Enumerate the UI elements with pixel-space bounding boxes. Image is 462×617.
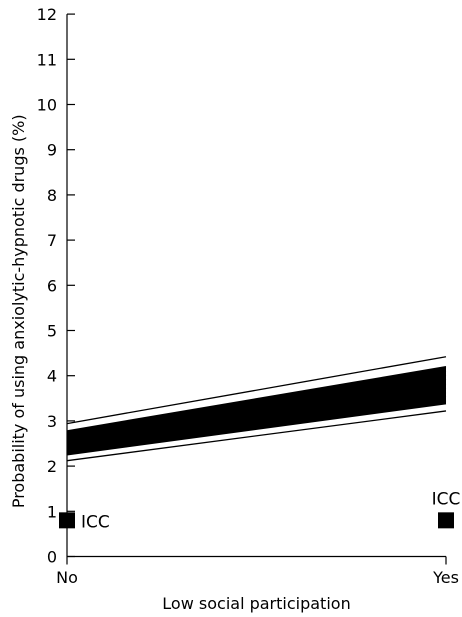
probability-line: [66, 356, 447, 425]
probability-line: [66, 378, 447, 438]
y-tick-label: 7: [47, 231, 57, 250]
probability-band: [67, 366, 446, 455]
y-tick-label: 2: [47, 457, 57, 476]
probability-band-fill: [67, 366, 446, 455]
icc-label: ICC: [81, 512, 110, 532]
probability-line: [66, 370, 447, 434]
probability-line: [66, 399, 447, 453]
y-tick-label: 12: [37, 5, 57, 24]
y-tick-label: 11: [37, 50, 57, 69]
probability-line: [66, 383, 447, 440]
y-axis-title: Probability of using anxiolytic-hypnotic…: [9, 114, 28, 508]
probability-line: [66, 374, 447, 436]
probability-line: [66, 366, 447, 432]
probability-line: [66, 387, 447, 442]
probability-line: [66, 391, 447, 446]
icc-markers: ICC ICC: [59, 489, 460, 532]
y-tick-label: 6: [47, 276, 57, 295]
x-axis: No Yes: [56, 555, 459, 587]
icc-label: ICC: [432, 489, 461, 509]
probability-line: [66, 395, 447, 449]
probability-lines: [66, 356, 447, 462]
x-axis-title: Low social participation: [162, 594, 350, 613]
y-tick-label: 4: [47, 367, 57, 386]
y-tick-label: 3: [47, 412, 57, 431]
probability-line: [66, 403, 447, 456]
y-tick-label: 10: [37, 96, 57, 115]
y-tick-label: 1: [47, 502, 57, 521]
y-tick-label: 5: [47, 322, 57, 341]
y-tick-label: 8: [47, 186, 57, 205]
x-tick-label: Yes: [432, 568, 459, 587]
y-tick-label: 9: [47, 141, 57, 160]
probability-line: [66, 410, 447, 462]
y-tick-label: 0: [47, 548, 57, 567]
icc-marker: [438, 512, 454, 529]
icc-marker: [59, 512, 75, 529]
x-tick-label: No: [56, 568, 78, 587]
